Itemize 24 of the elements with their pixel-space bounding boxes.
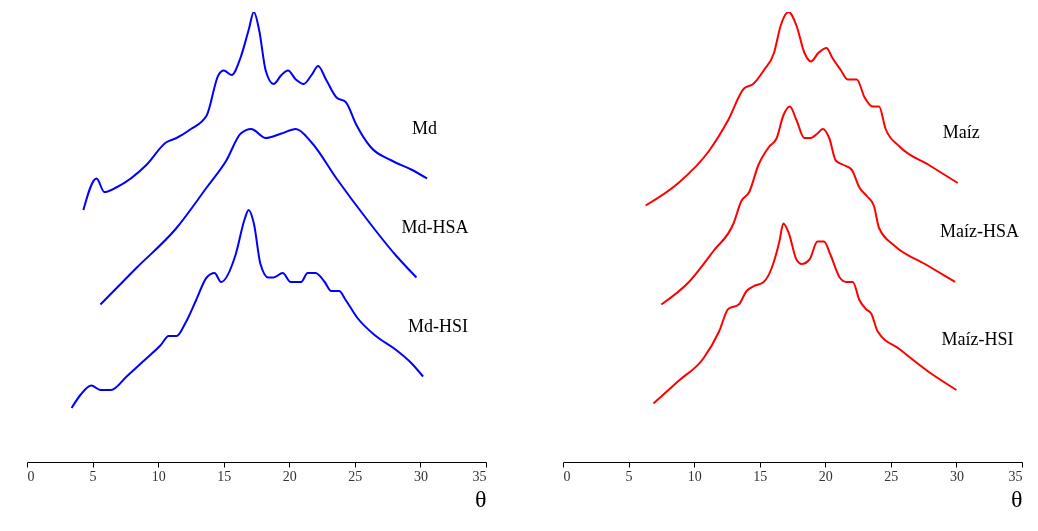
x-tick-label: 5 <box>625 468 633 484</box>
x-tick-label: 10 <box>687 468 702 484</box>
x-axis-title: θ <box>475 485 487 512</box>
x-tick-label: 20 <box>282 468 297 484</box>
x-tick-label: 0 <box>563 468 571 484</box>
x-axis-title: θ <box>1011 485 1023 512</box>
series-label: Md-HSI <box>408 315 469 336</box>
x-tick-label: 20 <box>818 468 833 484</box>
series-label: Maíz-HSA <box>940 221 1020 241</box>
x-tick-label: 15 <box>217 468 232 484</box>
x-tick-label: 35 <box>472 468 487 484</box>
x-tick-label: 0 <box>27 468 35 484</box>
x-tick-label: 25 <box>884 468 899 484</box>
x-tick-label: 35 <box>1008 468 1023 484</box>
x-tick-label: 10 <box>151 468 166 484</box>
series-label: Maíz-HSI <box>941 329 1014 349</box>
series-label: Md <box>411 117 437 138</box>
series-label: Md-HSA <box>401 216 469 237</box>
x-tick-label: 30 <box>949 468 964 484</box>
x-tick-label: 15 <box>753 468 768 484</box>
series-label: Maíz <box>942 122 980 142</box>
x-tick-label: 30 <box>413 468 428 484</box>
x-tick-label: 25 <box>348 468 363 484</box>
x-tick-label: 5 <box>89 468 97 484</box>
